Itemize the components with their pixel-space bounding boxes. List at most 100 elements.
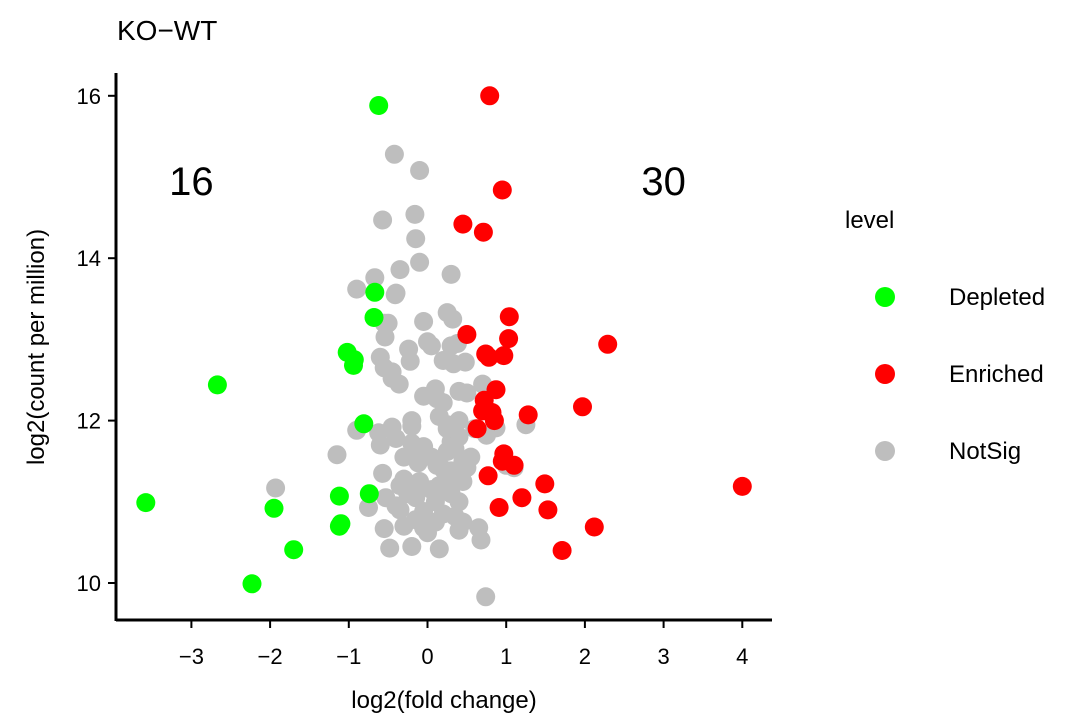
legend-label-depleted: Depleted xyxy=(949,284,1045,311)
data-point-notsig xyxy=(429,539,449,559)
data-point-depleted xyxy=(207,375,227,395)
data-point-enriched xyxy=(499,329,519,349)
data-point-enriched xyxy=(473,222,493,242)
data-point-enriched xyxy=(518,405,538,425)
data-point-enriched xyxy=(482,403,502,422)
data-point-enriched xyxy=(504,455,524,475)
data-point-depleted xyxy=(284,540,304,560)
data-points xyxy=(136,86,752,607)
data-point-notsig xyxy=(390,260,410,280)
data-point-notsig xyxy=(421,447,441,467)
data-point-depleted xyxy=(344,355,363,375)
data-point-notsig xyxy=(365,268,385,288)
x-tick-label: 0 xyxy=(421,644,433,669)
x-tick-label: 4 xyxy=(736,644,748,669)
data-point-depleted xyxy=(242,574,262,594)
legend-key-notsig xyxy=(875,441,895,461)
data-point-notsig xyxy=(402,537,422,556)
data-point-notsig xyxy=(402,411,422,431)
data-point-notsig xyxy=(400,351,420,371)
data-point-notsig xyxy=(384,144,404,164)
data-point-depleted xyxy=(359,484,379,504)
x-tick-label: 2 xyxy=(579,644,591,669)
data-point-notsig xyxy=(441,484,461,504)
data-point-enriched xyxy=(512,488,532,508)
data-point-depleted xyxy=(365,282,385,302)
data-point-notsig xyxy=(421,480,441,500)
data-point-depleted xyxy=(329,486,349,506)
data-point-notsig xyxy=(441,264,461,284)
count-annotation: 30 xyxy=(641,160,686,204)
data-point-notsig xyxy=(373,210,393,230)
data-point-notsig xyxy=(471,530,491,550)
legend-key-enriched xyxy=(875,364,895,384)
data-point-enriched xyxy=(584,517,604,537)
data-point-notsig xyxy=(449,520,469,540)
legend-label-enriched: Enriched xyxy=(949,361,1044,388)
data-point-enriched xyxy=(453,214,473,234)
count-annotations: 16 30 xyxy=(169,160,686,204)
data-point-depleted xyxy=(354,414,374,434)
data-point-notsig xyxy=(425,512,445,532)
data-point-enriched xyxy=(552,541,572,560)
data-point-enriched xyxy=(494,346,514,366)
data-point-enriched xyxy=(535,474,555,494)
x-tick-label: −1 xyxy=(336,644,361,669)
y-ticks: 10 12 14 16 xyxy=(77,84,116,596)
data-point-notsig xyxy=(405,204,425,224)
data-point-enriched xyxy=(598,334,618,354)
data-point-notsig xyxy=(380,538,400,558)
data-point-notsig xyxy=(445,439,465,459)
data-point-notsig xyxy=(347,279,367,299)
x-tick-label: 1 xyxy=(500,644,512,669)
data-point-notsig xyxy=(410,161,430,180)
data-point-depleted xyxy=(329,516,349,536)
legend-key-depleted xyxy=(875,287,895,307)
data-point-notsig xyxy=(382,368,402,388)
data-point-notsig xyxy=(410,252,430,272)
data-point-depleted xyxy=(264,498,284,518)
data-point-enriched xyxy=(489,498,509,517)
data-point-notsig xyxy=(370,435,390,455)
data-point-notsig xyxy=(444,354,463,374)
data-point-enriched xyxy=(492,180,512,200)
data-point-notsig xyxy=(414,312,434,331)
x-tick-label: 3 xyxy=(657,644,669,669)
x-tick-label: −3 xyxy=(179,644,204,669)
y-tick-label: 16 xyxy=(77,84,101,109)
data-point-notsig xyxy=(398,484,418,504)
data-point-notsig xyxy=(476,587,496,607)
x-axis-title: log2(fold change) xyxy=(351,687,536,714)
y-tick-label: 10 xyxy=(77,571,101,596)
data-point-notsig xyxy=(453,472,473,491)
data-point-notsig xyxy=(373,463,393,483)
data-point-notsig xyxy=(406,443,426,463)
x-ticks: −3 −2 −1 0 1 2 3 4 xyxy=(179,620,748,669)
data-point-enriched xyxy=(479,347,499,367)
data-point-notsig xyxy=(375,327,395,347)
data-point-notsig xyxy=(421,336,441,356)
data-point-notsig xyxy=(433,459,453,479)
y-tick-label: 14 xyxy=(77,246,101,271)
data-point-notsig xyxy=(457,383,477,403)
data-point-notsig xyxy=(374,519,394,539)
data-point-notsig xyxy=(386,496,406,516)
y-axis-title: log2(count per million) xyxy=(23,229,50,465)
y-tick-label: 12 xyxy=(77,409,101,434)
data-point-notsig xyxy=(394,516,414,536)
data-point-notsig xyxy=(443,309,463,329)
data-point-notsig xyxy=(359,498,378,517)
data-point-notsig xyxy=(437,419,457,439)
data-point-notsig xyxy=(266,478,286,498)
data-point-notsig xyxy=(386,429,406,448)
data-point-depleted xyxy=(136,493,156,513)
data-point-enriched xyxy=(538,500,558,520)
x-tick-label: −2 xyxy=(258,644,283,669)
data-point-enriched xyxy=(467,419,487,439)
chart-title: KO−WT xyxy=(117,15,217,46)
data-point-depleted xyxy=(369,96,389,115)
data-point-enriched xyxy=(573,397,592,417)
data-point-notsig xyxy=(414,386,434,406)
legend-label-notsig: NotSig xyxy=(949,438,1021,465)
